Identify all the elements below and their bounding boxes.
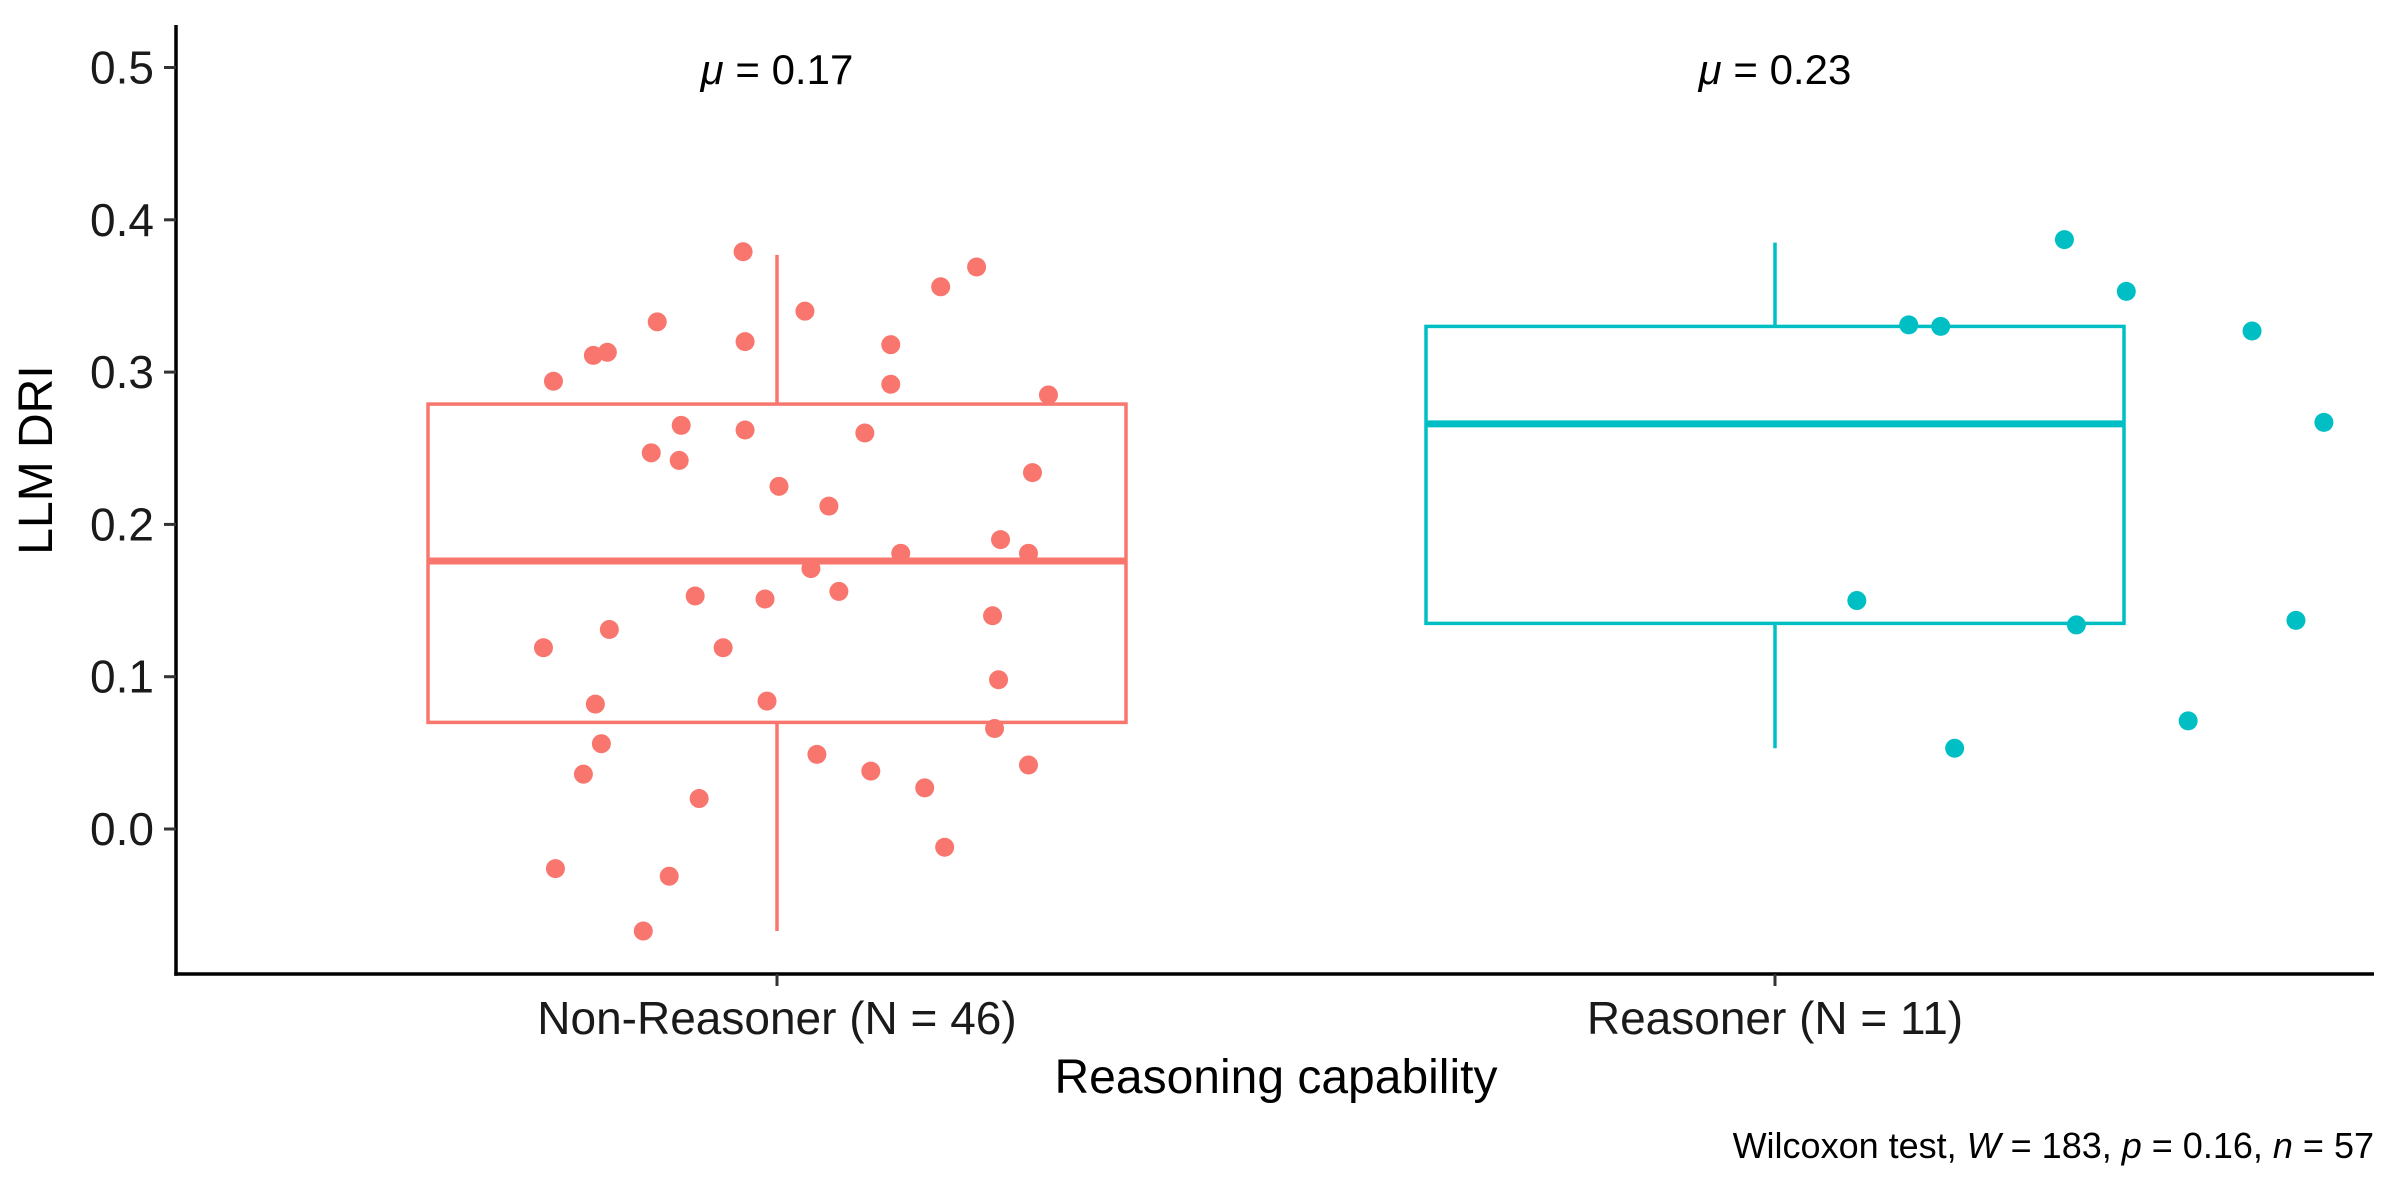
data-point — [545, 859, 565, 879]
data-point — [757, 691, 777, 711]
data-point — [641, 443, 661, 463]
boxes-layer — [426, 242, 2126, 932]
caption-n-label: n — [2273, 1125, 2293, 1166]
data-point — [931, 277, 951, 297]
caption-n-value: = 57 — [2293, 1125, 2374, 1166]
data-point — [801, 559, 821, 579]
data-point — [855, 423, 875, 443]
caption-w-label: W — [1967, 1125, 2004, 1166]
x-tick-label: Non-Reasoner (N = 46) — [537, 992, 1016, 1044]
y-ticks: 0.0 0.1 0.2 0.3 0.4 0.5 — [90, 42, 176, 855]
y-tick-label: 0.5 — [90, 42, 154, 94]
data-point — [1018, 755, 1038, 775]
data-point — [819, 496, 839, 516]
data-point — [633, 921, 653, 941]
data-point — [689, 789, 709, 809]
data-point — [713, 638, 733, 658]
mean-annotations: μ = 0.17 μ = 0.23 — [700, 46, 1852, 93]
data-point — [983, 606, 1003, 626]
data-point — [795, 301, 815, 321]
data-point — [755, 589, 775, 609]
caption-w-value: = 183, — [2001, 1125, 2122, 1166]
y-tick-label: 0.0 — [90, 803, 154, 855]
mean-value: 0.23 — [1770, 46, 1852, 93]
data-point — [935, 837, 955, 857]
caption-p-value: = 0.16, — [2142, 1125, 2273, 1166]
data-point — [985, 718, 1005, 738]
data-point — [735, 332, 755, 352]
data-point — [881, 335, 901, 355]
data-point — [2314, 412, 2334, 432]
data-point — [989, 670, 1009, 690]
box-non-reasoner — [426, 254, 1128, 932]
mean-label: μ = 0.17 — [700, 46, 854, 93]
data-point — [543, 371, 563, 391]
box-reasoner — [1424, 242, 2126, 749]
data-point — [573, 764, 593, 784]
data-point — [891, 543, 911, 563]
data-point — [671, 415, 691, 435]
data-point — [2286, 610, 2306, 630]
data-point — [585, 694, 605, 714]
y-tick-label: 0.4 — [90, 194, 154, 246]
data-point — [1931, 316, 1951, 336]
data-point — [881, 374, 901, 394]
data-point — [967, 257, 987, 277]
data-point — [1945, 738, 1965, 758]
data-point — [915, 778, 935, 798]
data-point — [2178, 711, 2198, 731]
x-tick-label: Reasoner (N = 11) — [1587, 992, 1963, 1044]
mean-symbol: μ — [1698, 46, 1722, 93]
y-tick-label: 0.3 — [90, 346, 154, 398]
data-point — [599, 619, 619, 639]
data-point — [861, 761, 881, 781]
data-point — [2054, 230, 2074, 250]
y-axis-title: LLM DRI — [10, 365, 63, 554]
data-point — [2242, 321, 2262, 341]
data-point — [2066, 615, 2086, 635]
data-point — [733, 242, 753, 262]
mean-eq: = — [1722, 46, 1770, 93]
data-point — [533, 638, 553, 658]
points-layer — [533, 230, 2334, 941]
y-tick-label: 0.1 — [90, 651, 154, 703]
caption-prefix: Wilcoxon test, — [1733, 1125, 1967, 1166]
data-point — [829, 581, 849, 601]
caption-p-label: p — [2121, 1125, 2142, 1166]
data-point — [1018, 543, 1038, 563]
data-point — [647, 312, 667, 332]
box-iqr — [1424, 324, 2126, 626]
mean-value: 0.17 — [772, 46, 854, 93]
mean-eq: = — [724, 46, 772, 93]
data-point — [659, 866, 679, 886]
mean-symbol: μ — [700, 46, 724, 93]
data-point — [583, 345, 603, 365]
x-axis-title: Reasoning capability — [1055, 1051, 1498, 1104]
data-point — [1022, 463, 1042, 483]
data-point — [2116, 281, 2136, 301]
data-point — [991, 530, 1011, 550]
data-point — [735, 420, 755, 440]
data-point — [1899, 315, 1919, 335]
data-point — [685, 586, 705, 606]
data-point — [769, 476, 789, 496]
axes-layer — [174, 25, 2374, 976]
y-tick-label: 0.2 — [90, 498, 154, 550]
data-point — [669, 450, 689, 470]
data-point — [1038, 385, 1058, 405]
x-ticks: Non-Reasoner (N = 46) Reasoner (N = 11) — [537, 974, 1963, 1044]
data-point — [1847, 591, 1867, 611]
data-point — [807, 744, 827, 764]
mean-label: μ = 0.23 — [1698, 46, 1852, 93]
test-caption: Wilcoxon test, W = 183, p = 0.16, n = 57 — [1733, 1125, 2374, 1166]
data-point — [591, 734, 611, 754]
